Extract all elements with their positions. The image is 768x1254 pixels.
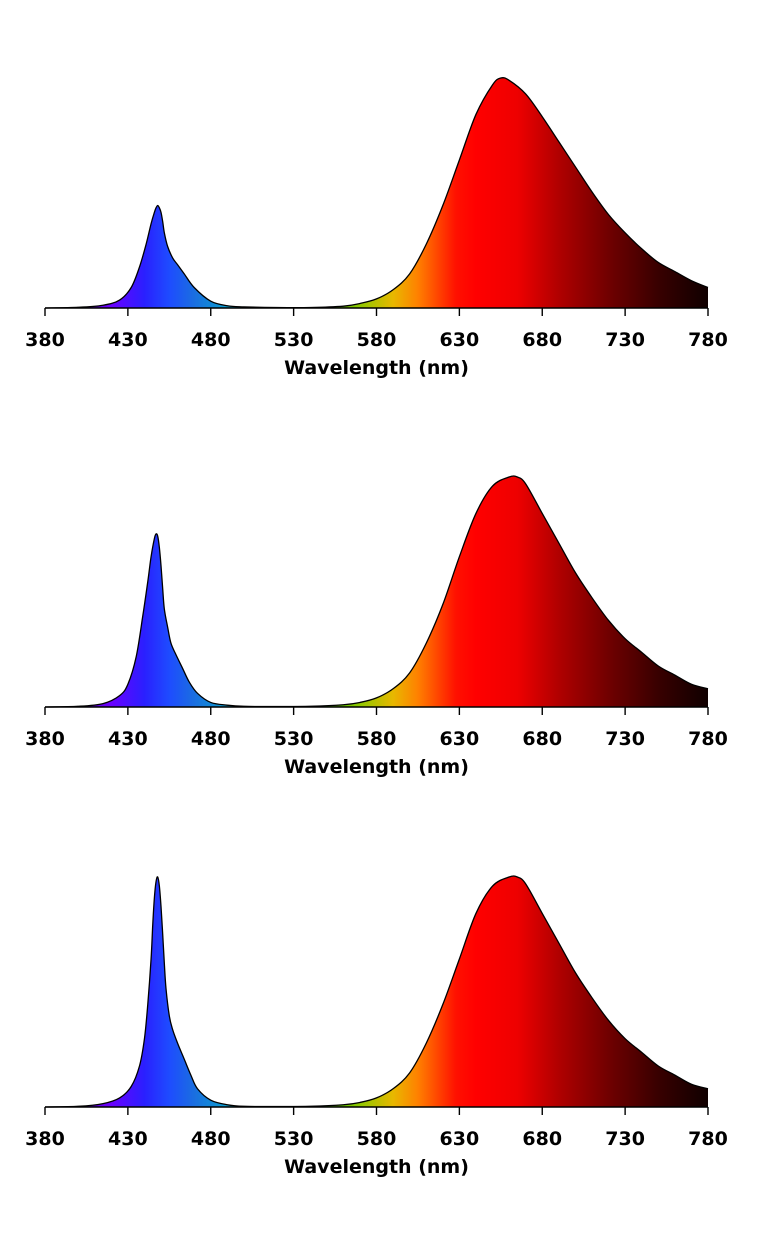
x-axis-title: Wavelength (nm) xyxy=(284,357,469,379)
x-tick-label: 430 xyxy=(108,329,148,351)
x-tick-label: 380 xyxy=(25,329,65,351)
x-tick-label: 630 xyxy=(440,728,480,750)
x-tick-label: 480 xyxy=(191,728,231,750)
spectrum-area xyxy=(45,77,708,308)
x-tick-label: 480 xyxy=(191,329,231,351)
x-tick-label: 530 xyxy=(274,728,314,750)
x-tick-label: 730 xyxy=(605,1128,645,1150)
x-tick-label: 680 xyxy=(522,329,562,351)
x-tick-label: 380 xyxy=(25,728,65,750)
x-tick-label: 430 xyxy=(108,1128,148,1150)
x-tick-label: 630 xyxy=(440,329,480,351)
x-tick-label: 480 xyxy=(191,1128,231,1150)
x-tick-label: 430 xyxy=(108,728,148,750)
x-tick-label: 580 xyxy=(357,1128,397,1150)
x-tick-label: 580 xyxy=(357,728,397,750)
x-tick-label: 680 xyxy=(522,1128,562,1150)
x-tick-label: 580 xyxy=(357,329,397,351)
spectrum-chart-2: 380 430 480 530 580 630 680 730 780 Wavelength (n… xyxy=(25,475,728,778)
x-axis-title: Wavelength (nm) xyxy=(284,1156,469,1178)
x-tick-label: 780 xyxy=(688,728,728,750)
x-tick-label: 380 xyxy=(25,1128,65,1150)
spectrum-area xyxy=(45,875,708,1107)
x-tick-label: 730 xyxy=(605,329,645,351)
spectrum-area xyxy=(45,475,708,707)
x-tick-label: 530 xyxy=(274,1128,314,1150)
x-tick-label: 530 xyxy=(274,329,314,351)
x-tick-label: 780 xyxy=(688,329,728,351)
spectrum-chart-1: 380 430 480 530 580 630 680 730 780 Wavelength (n… xyxy=(25,77,728,379)
x-tick-label: 730 xyxy=(605,728,645,750)
x-axis-title: Wavelength (nm) xyxy=(284,756,469,778)
spectrum-chart-3: 380 430 480 530 580 630 680 730 780 Wavelength (n… xyxy=(25,875,728,1178)
x-tick-label: 630 xyxy=(440,1128,480,1150)
x-tick-label: 780 xyxy=(688,1128,728,1150)
x-tick-label: 680 xyxy=(522,728,562,750)
